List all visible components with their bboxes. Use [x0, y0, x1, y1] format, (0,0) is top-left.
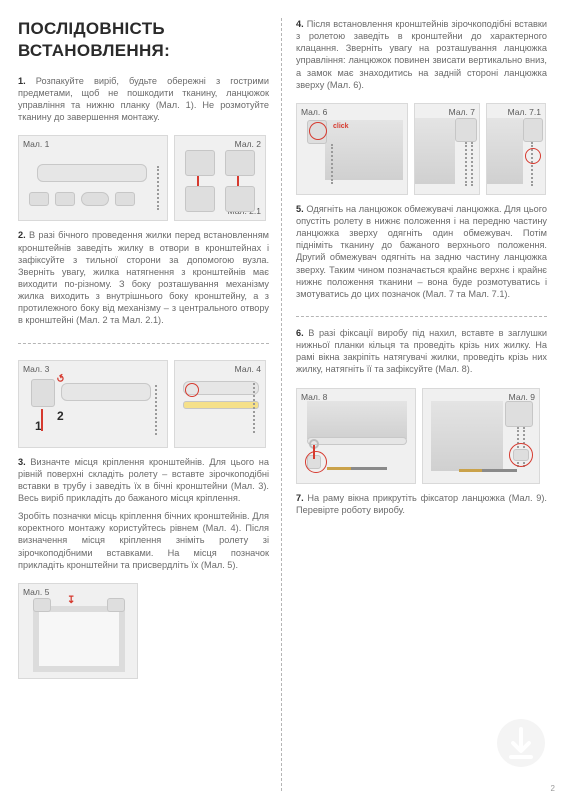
figure-9: Мал. 9: [422, 388, 540, 484]
figure-4: Мал. 4: [174, 360, 266, 448]
step-4-body: Після встановлення кронштейнів зірочкопо…: [296, 19, 547, 90]
figure-1-caption: Мал. 1: [23, 139, 49, 150]
step-7-body: На раму вікна прикрутіть фіксатор ланцюж…: [296, 493, 547, 515]
figure-row-3: Мал. 5 ↧: [18, 583, 269, 679]
step-6-lead: 6.: [296, 328, 304, 338]
step-3a-text: 3. Визначте місця кріплення кронштейнів.…: [18, 456, 269, 505]
watermark-icon: [495, 717, 547, 769]
figure-3-caption: Мал. 3: [23, 364, 49, 375]
step-5-body: Одягніть на ланцюжок обмежувачі ланцюжка…: [296, 204, 547, 299]
figure-7-1: Мал. 7.1: [486, 103, 546, 195]
left-column: ПОСЛІДОВНІСТЬ ВСТАНОВЛЕННЯ: 1. Розпакуйт…: [18, 18, 282, 791]
right-column: 4. Після встановлення кронштейнів зірочк…: [296, 18, 547, 791]
step-5-text: 5. Одягніть на ланцюжок обмежувачі ланцю…: [296, 203, 547, 300]
click-label: click: [333, 122, 349, 131]
figure-7: Мал. 7: [414, 103, 480, 195]
step-3a-body: Визначте місця кріплення кронштейнів. Дл…: [18, 457, 269, 503]
figure-6-caption: Мал. 6: [301, 107, 327, 118]
step-4-text: 4. Після встановлення кронштейнів зірочк…: [296, 18, 547, 91]
figure-row-1: Мал. 1 Мал. 2 Мал. 2.1 ▲ ▲: [18, 135, 269, 221]
figure-4-caption: Мал. 4: [235, 364, 261, 375]
step-6-body: В разі фіксації виробу під нахил, вставт…: [296, 328, 547, 374]
figure-5: Мал. 5 ↧: [18, 583, 138, 679]
page-number: 2: [551, 784, 555, 793]
figure-row-5: Мал. 8 Мал. 9: [296, 388, 547, 484]
step-7-text: 7. На раму вікна прикрутіть фіксатор лан…: [296, 492, 547, 516]
step-1-text: 1. Розпакуйте виріб, будьте обережні з г…: [18, 75, 269, 124]
step-4-lead: 4.: [296, 19, 304, 29]
figure-8: Мал. 8: [296, 388, 416, 484]
figure-71-caption: Мал. 7.1: [508, 107, 541, 118]
step-2-text: 2. В разі бічного проведення жилки перед…: [18, 229, 269, 326]
figure-6: Мал. 6 click: [296, 103, 408, 195]
step-1-body: Розпакуйте виріб, будьте обережні з гост…: [18, 76, 269, 122]
step-2-body: В разі бічного проведення жилки перед вс…: [18, 230, 269, 325]
figure-5-caption: Мал. 5: [23, 587, 49, 598]
figure-row-2: Мал. 3 ↺ 2 1 Мал. 4: [18, 360, 269, 448]
figure-row-4: Мал. 6 click Мал. 7 Мал. 7.1: [296, 103, 547, 195]
figure-2: Мал. 2 Мал. 2.1 ▲ ▲: [174, 135, 266, 221]
page-title: ПОСЛІДОВНІСТЬ ВСТАНОВЛЕННЯ:: [18, 18, 269, 63]
step-3b-text: Зробіть позначки місць кріплення бічних …: [18, 510, 269, 571]
figure-7-caption: Мал. 7: [449, 107, 475, 118]
step-5-lead: 5.: [296, 204, 304, 214]
step-3-lead: 3.: [18, 457, 26, 467]
step-2-lead: 2.: [18, 230, 26, 240]
figure-1: Мал. 1: [18, 135, 168, 221]
figure-2-caption: Мал. 2: [235, 139, 261, 150]
step-1-lead: 1.: [18, 76, 26, 86]
right-divider: [296, 316, 547, 317]
step-6-text: 6. В разі фіксації виробу під нахил, вст…: [296, 327, 547, 376]
left-divider: [18, 343, 269, 344]
figure-3: Мал. 3 ↺ 2 1: [18, 360, 168, 448]
two-column-layout: ПОСЛІДОВНІСТЬ ВСТАНОВЛЕННЯ: 1. Розпакуйт…: [18, 18, 547, 791]
step-7-lead: 7.: [296, 493, 304, 503]
page: ПОСЛІДОВНІСТЬ ВСТАНОВЛЕННЯ: 1. Розпакуйт…: [0, 0, 565, 799]
